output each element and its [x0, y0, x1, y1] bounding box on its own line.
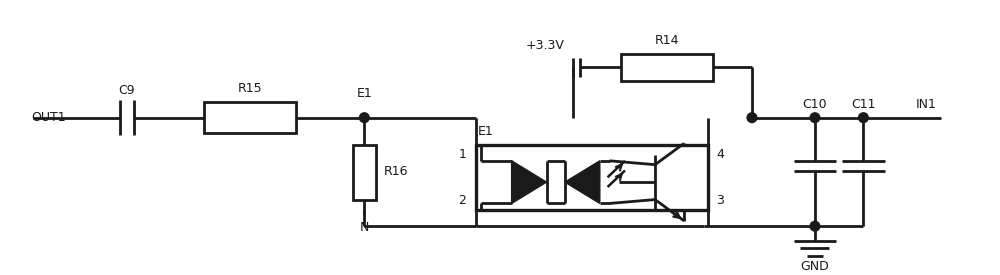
Text: E1: E1: [356, 87, 372, 100]
Text: N: N: [360, 221, 369, 234]
Circle shape: [359, 113, 369, 123]
Polygon shape: [565, 161, 600, 204]
Circle shape: [810, 113, 820, 123]
Text: R14: R14: [655, 34, 679, 47]
Circle shape: [747, 113, 757, 123]
Text: 1: 1: [458, 148, 466, 161]
Bar: [476, 145, 708, 210]
Text: 3: 3: [716, 194, 724, 207]
Circle shape: [810, 221, 820, 231]
Bar: [353, 145, 376, 200]
Text: GND: GND: [801, 260, 829, 273]
Text: E1: E1: [478, 125, 493, 138]
Text: +3.3V: +3.3V: [526, 40, 565, 53]
Text: 2: 2: [458, 194, 466, 207]
Bar: [621, 54, 713, 81]
Text: 4: 4: [716, 148, 724, 161]
Text: R16: R16: [384, 166, 408, 178]
Text: C10: C10: [803, 98, 827, 111]
Polygon shape: [512, 161, 547, 204]
Text: R15: R15: [238, 82, 263, 95]
Text: C11: C11: [851, 98, 876, 111]
Circle shape: [859, 113, 868, 123]
Text: OUT1: OUT1: [31, 111, 66, 124]
Bar: [204, 102, 296, 133]
Text: C9: C9: [119, 84, 135, 97]
Text: IN1: IN1: [916, 98, 937, 111]
